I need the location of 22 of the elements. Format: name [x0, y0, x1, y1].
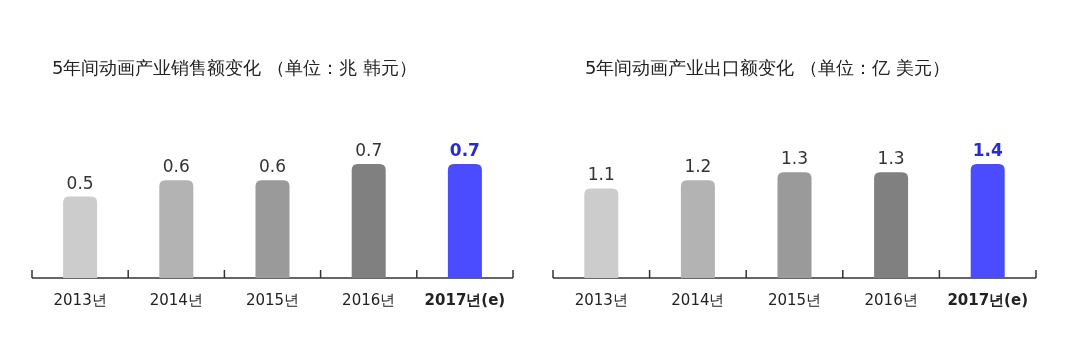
data-label: 1.4 [972, 140, 1003, 160]
x-tick-label: 2015년 [245, 291, 300, 309]
x-tick-label: 2016년 [864, 291, 918, 309]
data-label: 1.3 [877, 148, 905, 169]
data-label: 1.2 [684, 156, 712, 177]
x-tick-label: 2014년 [671, 291, 725, 309]
x-tick-label: 2013년 [574, 291, 628, 309]
data-label: 0.5 [66, 172, 94, 193]
data-label: 0.6 [162, 156, 190, 177]
x-tick-label: 2015년 [767, 291, 822, 309]
x-tick-label: 2016년 [342, 291, 396, 309]
data-label: 1.3 [780, 148, 809, 169]
chart-title: 5年间动画产业销售额变化 （单位：兆 韩元） [52, 57, 417, 78]
data-label: 0.7 [355, 140, 383, 160]
data-label: 0.7 [449, 140, 480, 160]
x-tick-label: 2017년(e) [947, 291, 1029, 309]
x-tick-label: 2017년(e) [424, 291, 506, 309]
x-tick-label: 2014년 [149, 291, 203, 309]
data-label: 0.6 [258, 156, 287, 177]
data-label: 1.1 [587, 164, 615, 185]
x-tick-label: 2013년 [53, 291, 107, 309]
chart-title: 5年间动画产业出口额变化 （单位：亿 美元） [585, 57, 950, 78]
